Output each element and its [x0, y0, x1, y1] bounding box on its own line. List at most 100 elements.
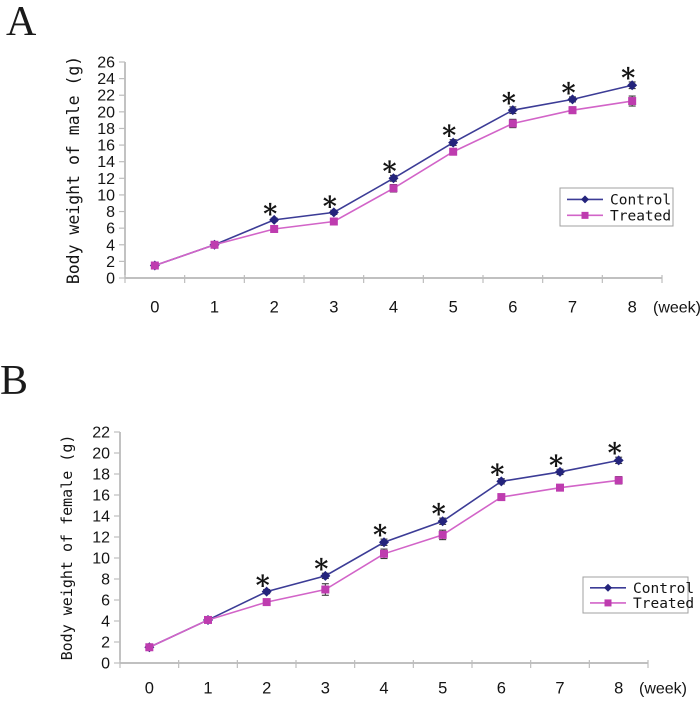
series-line	[148, 479, 619, 648]
week-unit-label: (week)	[639, 681, 687, 698]
marker-square	[145, 643, 154, 652]
y-tick-label: 4	[101, 614, 110, 631]
x-tick-label: 5	[438, 680, 447, 698]
significance-asterisk: *	[432, 499, 446, 530]
marker-diamond	[496, 476, 507, 487]
marker-diamond	[627, 80, 638, 91]
y-tick-label: 14	[97, 154, 115, 171]
y-tick-label: 22	[92, 425, 110, 442]
y-tick-label: 18	[97, 121, 115, 138]
marker-square	[150, 261, 159, 270]
y-axis-title: Body weight of male (g)	[64, 56, 83, 284]
legend-item-control: Control	[590, 581, 694, 597]
x-tick-label: 0	[150, 299, 159, 317]
y-tick-label: 24	[97, 71, 115, 88]
y-tick-label: 20	[92, 446, 110, 463]
legend-box	[559, 187, 674, 227]
marker-diamond	[448, 137, 459, 148]
significance-asterisk: *	[502, 88, 516, 119]
significance-asterisk: *	[561, 78, 575, 109]
panel-label-b: B	[0, 358, 29, 404]
y-tick-label: 6	[106, 221, 115, 238]
marker-diamond	[613, 455, 624, 466]
x-tick-label: 2	[262, 680, 271, 698]
legend-marker-square	[604, 599, 612, 607]
y-tick-label: 26	[97, 55, 115, 72]
marker-square	[438, 530, 447, 539]
marker-square	[270, 224, 279, 233]
significance-asterisk: *	[263, 199, 277, 230]
significance-asterisk: *	[256, 571, 270, 602]
marker-diamond	[269, 214, 280, 225]
y-tick-label: 18	[92, 467, 110, 484]
legend-marker-diamond	[604, 583, 612, 592]
legend-label: Treated	[633, 596, 694, 612]
y-tick-label: 6	[101, 593, 110, 610]
significance-asterisk: *	[490, 460, 504, 491]
legend-label: Control	[633, 581, 694, 597]
legend-label: Treated	[610, 208, 671, 224]
y-tick-label: 12	[92, 530, 110, 547]
x-tick-label: 1	[203, 680, 212, 698]
legend-item-treated: Treated	[567, 208, 671, 224]
x-tick-label: 4	[389, 299, 398, 317]
y-tick-label: 12	[97, 171, 115, 188]
marker-square	[449, 147, 458, 156]
significance-asterisk: *	[621, 63, 635, 94]
significance-asterisk: *	[323, 191, 337, 222]
significance-asterisk: *	[373, 520, 387, 551]
marker-diamond	[320, 570, 331, 581]
x-tick-label: 7	[555, 680, 564, 698]
marker-diamond	[555, 466, 565, 477]
series-treated	[145, 476, 623, 652]
series-treated	[150, 95, 637, 270]
legend-marker-diamond	[581, 195, 589, 204]
y-tick-label: 2	[101, 635, 110, 652]
marker-square	[321, 585, 330, 594]
x-tick-label: 3	[321, 680, 330, 698]
y-tick-label: 20	[97, 104, 115, 121]
y-axis-title: Body weight of female (g)	[58, 435, 76, 661]
y-tick-label: 16	[92, 488, 110, 505]
y-tick-label: 8	[101, 572, 110, 589]
y-tick-label: 22	[97, 88, 115, 105]
x-tick-label: 1	[210, 299, 219, 317]
legend-label: Control	[610, 192, 671, 208]
marker-diamond	[388, 173, 399, 184]
marker-square	[497, 493, 506, 502]
legend-item-treated: Treated	[590, 596, 694, 612]
y-tick-label: 8	[106, 204, 115, 221]
week-unit-label: (week)	[653, 300, 700, 317]
x-tick-label: 8	[628, 299, 637, 317]
marker-diamond	[437, 516, 448, 527]
y-tick-label: 10	[97, 187, 115, 204]
marker-diamond	[261, 586, 272, 597]
x-tick-label: 3	[329, 299, 338, 317]
significance-asterisk: *	[442, 121, 456, 152]
marker-square	[568, 106, 577, 115]
x-tick-label: 5	[449, 299, 458, 317]
legend-item-control: Control	[567, 192, 671, 208]
marker-square	[389, 184, 398, 193]
x-tick-label: 8	[614, 680, 623, 698]
y-tick-label: 16	[97, 138, 115, 155]
marker-diamond	[328, 207, 339, 218]
significance-asterisk: *	[382, 156, 396, 187]
significance-asterisk: *	[608, 438, 622, 469]
y-tick-label: 2	[106, 254, 115, 271]
y-tick-label: 14	[92, 509, 110, 526]
x-tick-label: 0	[145, 680, 154, 698]
significance-asterisk: *	[314, 554, 328, 585]
legend-box	[582, 576, 689, 614]
marker-diamond	[507, 105, 518, 116]
y-tick-label: 0	[101, 656, 110, 673]
marker-square	[508, 119, 517, 128]
marker-square	[204, 615, 212, 624]
marker-square	[556, 483, 564, 492]
